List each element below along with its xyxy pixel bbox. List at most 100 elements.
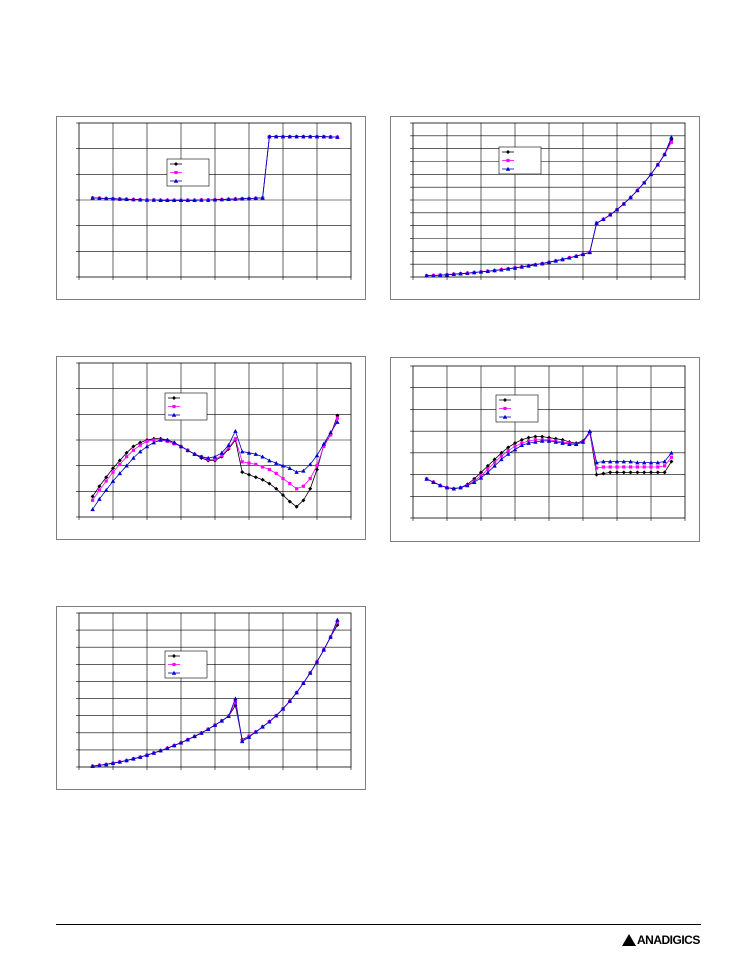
data-point (314, 453, 320, 458)
logo-text: ANADIGICS (637, 933, 700, 947)
data-point (226, 713, 231, 718)
data-point (499, 450, 504, 455)
data-point (138, 443, 142, 447)
data-point (486, 467, 490, 471)
data-point (615, 470, 619, 475)
legend-marker-2 (503, 406, 507, 411)
data-point (308, 670, 313, 675)
data-point (621, 459, 626, 464)
data-point (131, 444, 136, 449)
data-point (192, 451, 197, 456)
data-point (165, 198, 170, 203)
data-point (608, 212, 613, 217)
data-point (301, 484, 305, 488)
data-point (492, 463, 497, 468)
data-point (608, 465, 612, 469)
data-point (233, 196, 238, 201)
data-point (104, 475, 109, 480)
data-point (110, 478, 116, 483)
data-point (111, 470, 115, 474)
chart-1 (56, 116, 366, 300)
data-point (642, 465, 646, 469)
data-point (233, 428, 238, 433)
data-point (458, 271, 463, 276)
data-point (110, 761, 116, 766)
chart-5 (56, 606, 366, 790)
data-point (233, 437, 237, 441)
data-point (601, 217, 606, 222)
data-point (178, 740, 184, 745)
data-point (138, 449, 143, 454)
chart-2-svg (410, 122, 686, 280)
data-point (608, 470, 613, 475)
footer-rule (56, 924, 701, 925)
data-point (321, 441, 326, 446)
data-point (267, 481, 272, 486)
data-point (212, 454, 218, 459)
data-point (247, 461, 251, 465)
data-point (294, 504, 299, 509)
data-point (499, 454, 503, 458)
data-point (261, 465, 265, 469)
data-point (294, 469, 299, 474)
data-point (322, 444, 326, 449)
data-point (478, 269, 484, 274)
data-point (287, 134, 292, 139)
data-point (622, 465, 626, 469)
data-point (587, 428, 592, 433)
data-point (472, 270, 477, 275)
data-point (648, 172, 654, 177)
data-point (512, 447, 518, 452)
data-point (560, 257, 565, 262)
data-point (451, 271, 456, 276)
data-point (301, 680, 306, 685)
data-point (117, 458, 122, 463)
data-point (335, 620, 339, 625)
data-point (438, 483, 443, 488)
data-point (642, 460, 647, 465)
data-point (144, 752, 150, 757)
data-point (438, 272, 443, 277)
legend-marker-3 (171, 670, 177, 675)
data-point (240, 470, 245, 475)
data-point (233, 696, 238, 701)
data-point (553, 439, 558, 444)
data-point (513, 441, 517, 446)
data-point (492, 268, 497, 273)
data-point (145, 439, 149, 443)
company-logo: ANADIGICS (622, 930, 700, 950)
data-point (287, 499, 292, 504)
data-point (485, 470, 490, 475)
data-point (519, 437, 524, 442)
data-point (294, 690, 299, 695)
data-point (117, 471, 122, 476)
data-point (104, 196, 109, 201)
data-point (621, 201, 626, 206)
data-point (172, 440, 177, 445)
chart-3 (56, 356, 366, 540)
data-point (519, 443, 524, 448)
chart-3-svg (76, 362, 352, 520)
data-point (172, 198, 177, 203)
data-point (580, 439, 586, 444)
data-point (540, 438, 545, 443)
data-point (465, 270, 470, 275)
data-point (117, 196, 122, 201)
data-point (594, 220, 599, 225)
data-point (185, 448, 190, 453)
data-point (444, 272, 450, 277)
data-point (274, 486, 279, 491)
data-point (125, 455, 129, 459)
data-point (492, 457, 497, 462)
data-point (649, 470, 653, 475)
data-point (267, 134, 272, 139)
data-point (574, 253, 579, 258)
data-point (526, 435, 531, 440)
chart-4 (390, 357, 700, 542)
data-point (655, 460, 660, 465)
data-point (595, 466, 599, 470)
data-point (97, 763, 102, 768)
data-point (267, 458, 272, 463)
data-point (97, 196, 102, 201)
data-point (308, 462, 313, 467)
